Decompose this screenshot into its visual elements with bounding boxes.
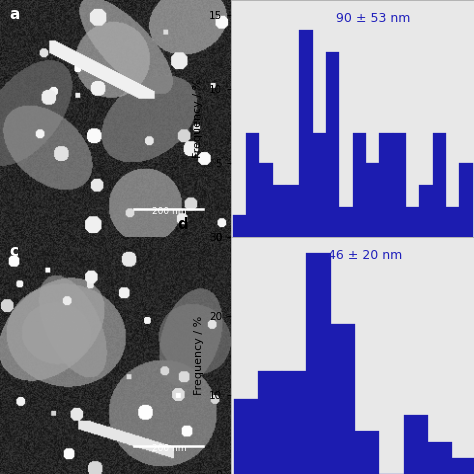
Y-axis label: Frequency / %: Frequency / %	[193, 79, 203, 158]
Bar	[379, 133, 392, 237]
Bar	[312, 133, 326, 237]
Text: 200 nm: 200 nm	[152, 444, 186, 453]
Bar	[286, 185, 299, 237]
X-axis label: Particle size / nm: Particle size / nm	[305, 262, 400, 272]
Bar	[419, 185, 433, 237]
Bar	[259, 163, 273, 237]
Bar	[273, 185, 286, 237]
Bar	[406, 208, 419, 237]
Bar	[234, 399, 258, 474]
Bar	[246, 133, 259, 237]
Y-axis label: Frequency / %: Frequency / %	[193, 316, 203, 395]
Bar	[452, 458, 474, 474]
Text: 200 nm: 200 nm	[152, 207, 186, 216]
Bar	[331, 324, 355, 474]
Bar	[459, 163, 473, 237]
Bar	[339, 208, 353, 237]
Bar	[353, 133, 366, 237]
Text: d: d	[178, 217, 189, 232]
Bar	[446, 208, 459, 237]
Bar	[307, 253, 331, 474]
Bar	[433, 133, 446, 237]
Bar	[392, 133, 406, 237]
Bar	[233, 215, 246, 237]
Bar	[403, 415, 428, 474]
Bar	[366, 163, 379, 237]
Text: a: a	[9, 7, 19, 22]
Text: 46 ± 20 nm: 46 ± 20 nm	[328, 249, 402, 262]
Bar	[282, 371, 307, 474]
Bar	[326, 52, 339, 237]
Text: 90 ± 53 nm: 90 ± 53 nm	[336, 12, 410, 25]
Bar	[258, 371, 282, 474]
Bar	[428, 442, 452, 474]
Text: c: c	[9, 244, 18, 259]
Bar	[299, 30, 312, 237]
Bar	[355, 430, 379, 474]
